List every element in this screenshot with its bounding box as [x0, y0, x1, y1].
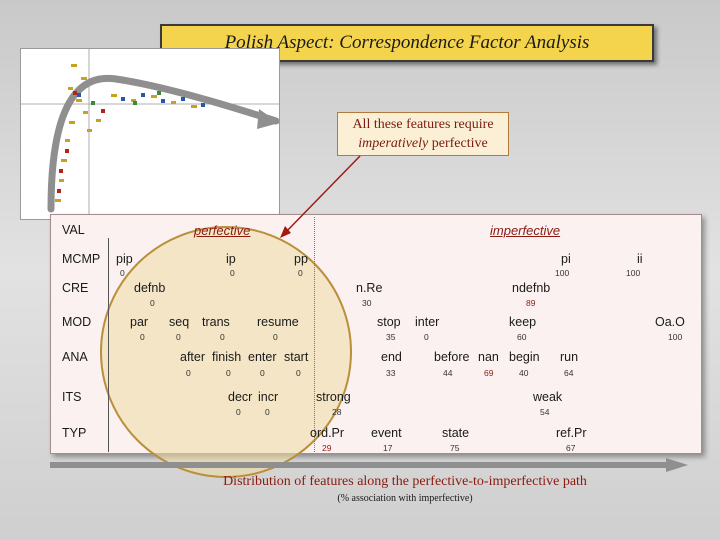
value-nan: 69 — [484, 368, 494, 378]
value-stop: 35 — [386, 332, 396, 342]
feature-decr: decr — [228, 390, 253, 404]
value-n-re: 30 — [362, 298, 372, 308]
value-keep: 60 — [517, 332, 527, 342]
row-label-ana: ANA — [62, 350, 88, 364]
feature-ndefnb: ndefnb — [512, 281, 551, 295]
scatter-plot-thumbnail — [20, 48, 280, 220]
caption-main: Distribution of features along the perfe… — [223, 474, 587, 489]
row-label-val: VAL — [62, 223, 85, 237]
row-label-cre: CRE — [62, 281, 89, 295]
value-pp: 0 — [298, 268, 303, 278]
feature-run: run — [560, 350, 579, 364]
feature-ip: ip — [226, 252, 236, 266]
value-pip: 0 — [120, 268, 125, 278]
value-oa-o: 100 — [668, 332, 683, 342]
value-after: 0 — [186, 368, 191, 378]
feature-par: par — [130, 315, 149, 329]
value-par: 0 — [140, 332, 145, 342]
value-pi: 100 — [555, 268, 570, 278]
perfective-to-imperfective-arrow — [50, 458, 688, 472]
value-ii: 100 — [626, 268, 641, 278]
feature-begin: begin — [509, 350, 540, 364]
feature-stop: stop — [377, 315, 401, 329]
feature-trans: trans — [202, 315, 230, 329]
row-label-mcmp: MCMP — [62, 252, 101, 266]
feature-enter: enter — [248, 350, 277, 364]
value-seq: 0 — [176, 332, 181, 342]
feature-after: after — [180, 350, 206, 364]
feature-resume: resume — [257, 315, 299, 329]
value-ip: 0 — [230, 268, 235, 278]
feature-ref-pr: ref.Pr — [556, 426, 587, 440]
feature-end: end — [381, 350, 402, 364]
header-imperfective: imperfective — [490, 223, 561, 238]
feature-pi: pi — [561, 252, 571, 266]
value-event: 17 — [383, 443, 393, 453]
feature-strong: strong — [316, 390, 351, 404]
feature-defnb: defnb — [134, 281, 166, 295]
feature-pip: pip — [116, 252, 133, 266]
value-before: 44 — [443, 368, 453, 378]
feature-seq: seq — [169, 315, 190, 329]
value-trans: 0 — [220, 332, 225, 342]
value-begin: 40 — [519, 368, 529, 378]
value-weak: 54 — [540, 407, 550, 417]
feature-n-re: n.Re — [356, 281, 383, 295]
perfective-circle — [100, 226, 352, 478]
value-start: 0 — [296, 368, 301, 378]
scatter-plot-graphic — [21, 49, 280, 219]
feature-inter: inter — [415, 315, 440, 329]
row-label-mod: MOD — [62, 315, 92, 329]
feature-keep: keep — [509, 315, 537, 329]
feature-ii: ii — [637, 252, 643, 266]
feature-state: state — [442, 426, 470, 440]
value-finish: 0 — [226, 368, 231, 378]
feature-weak: weak — [533, 390, 563, 404]
value-ndefnb: 89 — [526, 298, 536, 308]
callout-line-1: All these features require — [352, 117, 494, 132]
feature-start: start — [284, 350, 309, 364]
row-label-typ: TYP — [62, 426, 87, 440]
value-strong: 28 — [332, 407, 342, 417]
value-run: 64 — [564, 368, 574, 378]
value-state: 75 — [450, 443, 460, 453]
feature-finish: finish — [212, 350, 242, 364]
feature-before: before — [434, 350, 470, 364]
callout-emphasis: imperatively — [358, 136, 429, 151]
value-inter: 0 — [424, 332, 429, 342]
value-decr: 0 — [236, 407, 241, 417]
perfective-imperfective-divider — [314, 217, 315, 452]
feature-pp: pp — [294, 252, 308, 266]
row-label-its: ITS — [62, 390, 82, 404]
feature-nan: nan — [478, 350, 499, 364]
value-enter: 0 — [260, 368, 265, 378]
header-perfective: perfective — [194, 223, 251, 238]
value-end: 33 — [386, 368, 396, 378]
value-ord-pr: 29 — [322, 443, 332, 453]
feature-ord-pr: ord.Pr — [310, 426, 345, 440]
callout-rest: perfective — [428, 136, 488, 151]
callout-line-2: imperatively perfective — [338, 134, 508, 153]
callout-box: All these features require imperatively … — [337, 112, 509, 156]
value-ref-pr: 67 — [566, 443, 576, 453]
value-incr: 0 — [265, 407, 270, 417]
value-resume: 0 — [273, 332, 278, 342]
feature-oa-o: Oa.O — [655, 315, 685, 329]
feature-event: event — [371, 426, 402, 440]
feature-incr: incr — [258, 390, 279, 404]
value-defnb: 0 — [150, 298, 155, 308]
row-label-divider — [108, 238, 109, 452]
caption-subtitle: (% association with imperfective) — [337, 493, 473, 504]
